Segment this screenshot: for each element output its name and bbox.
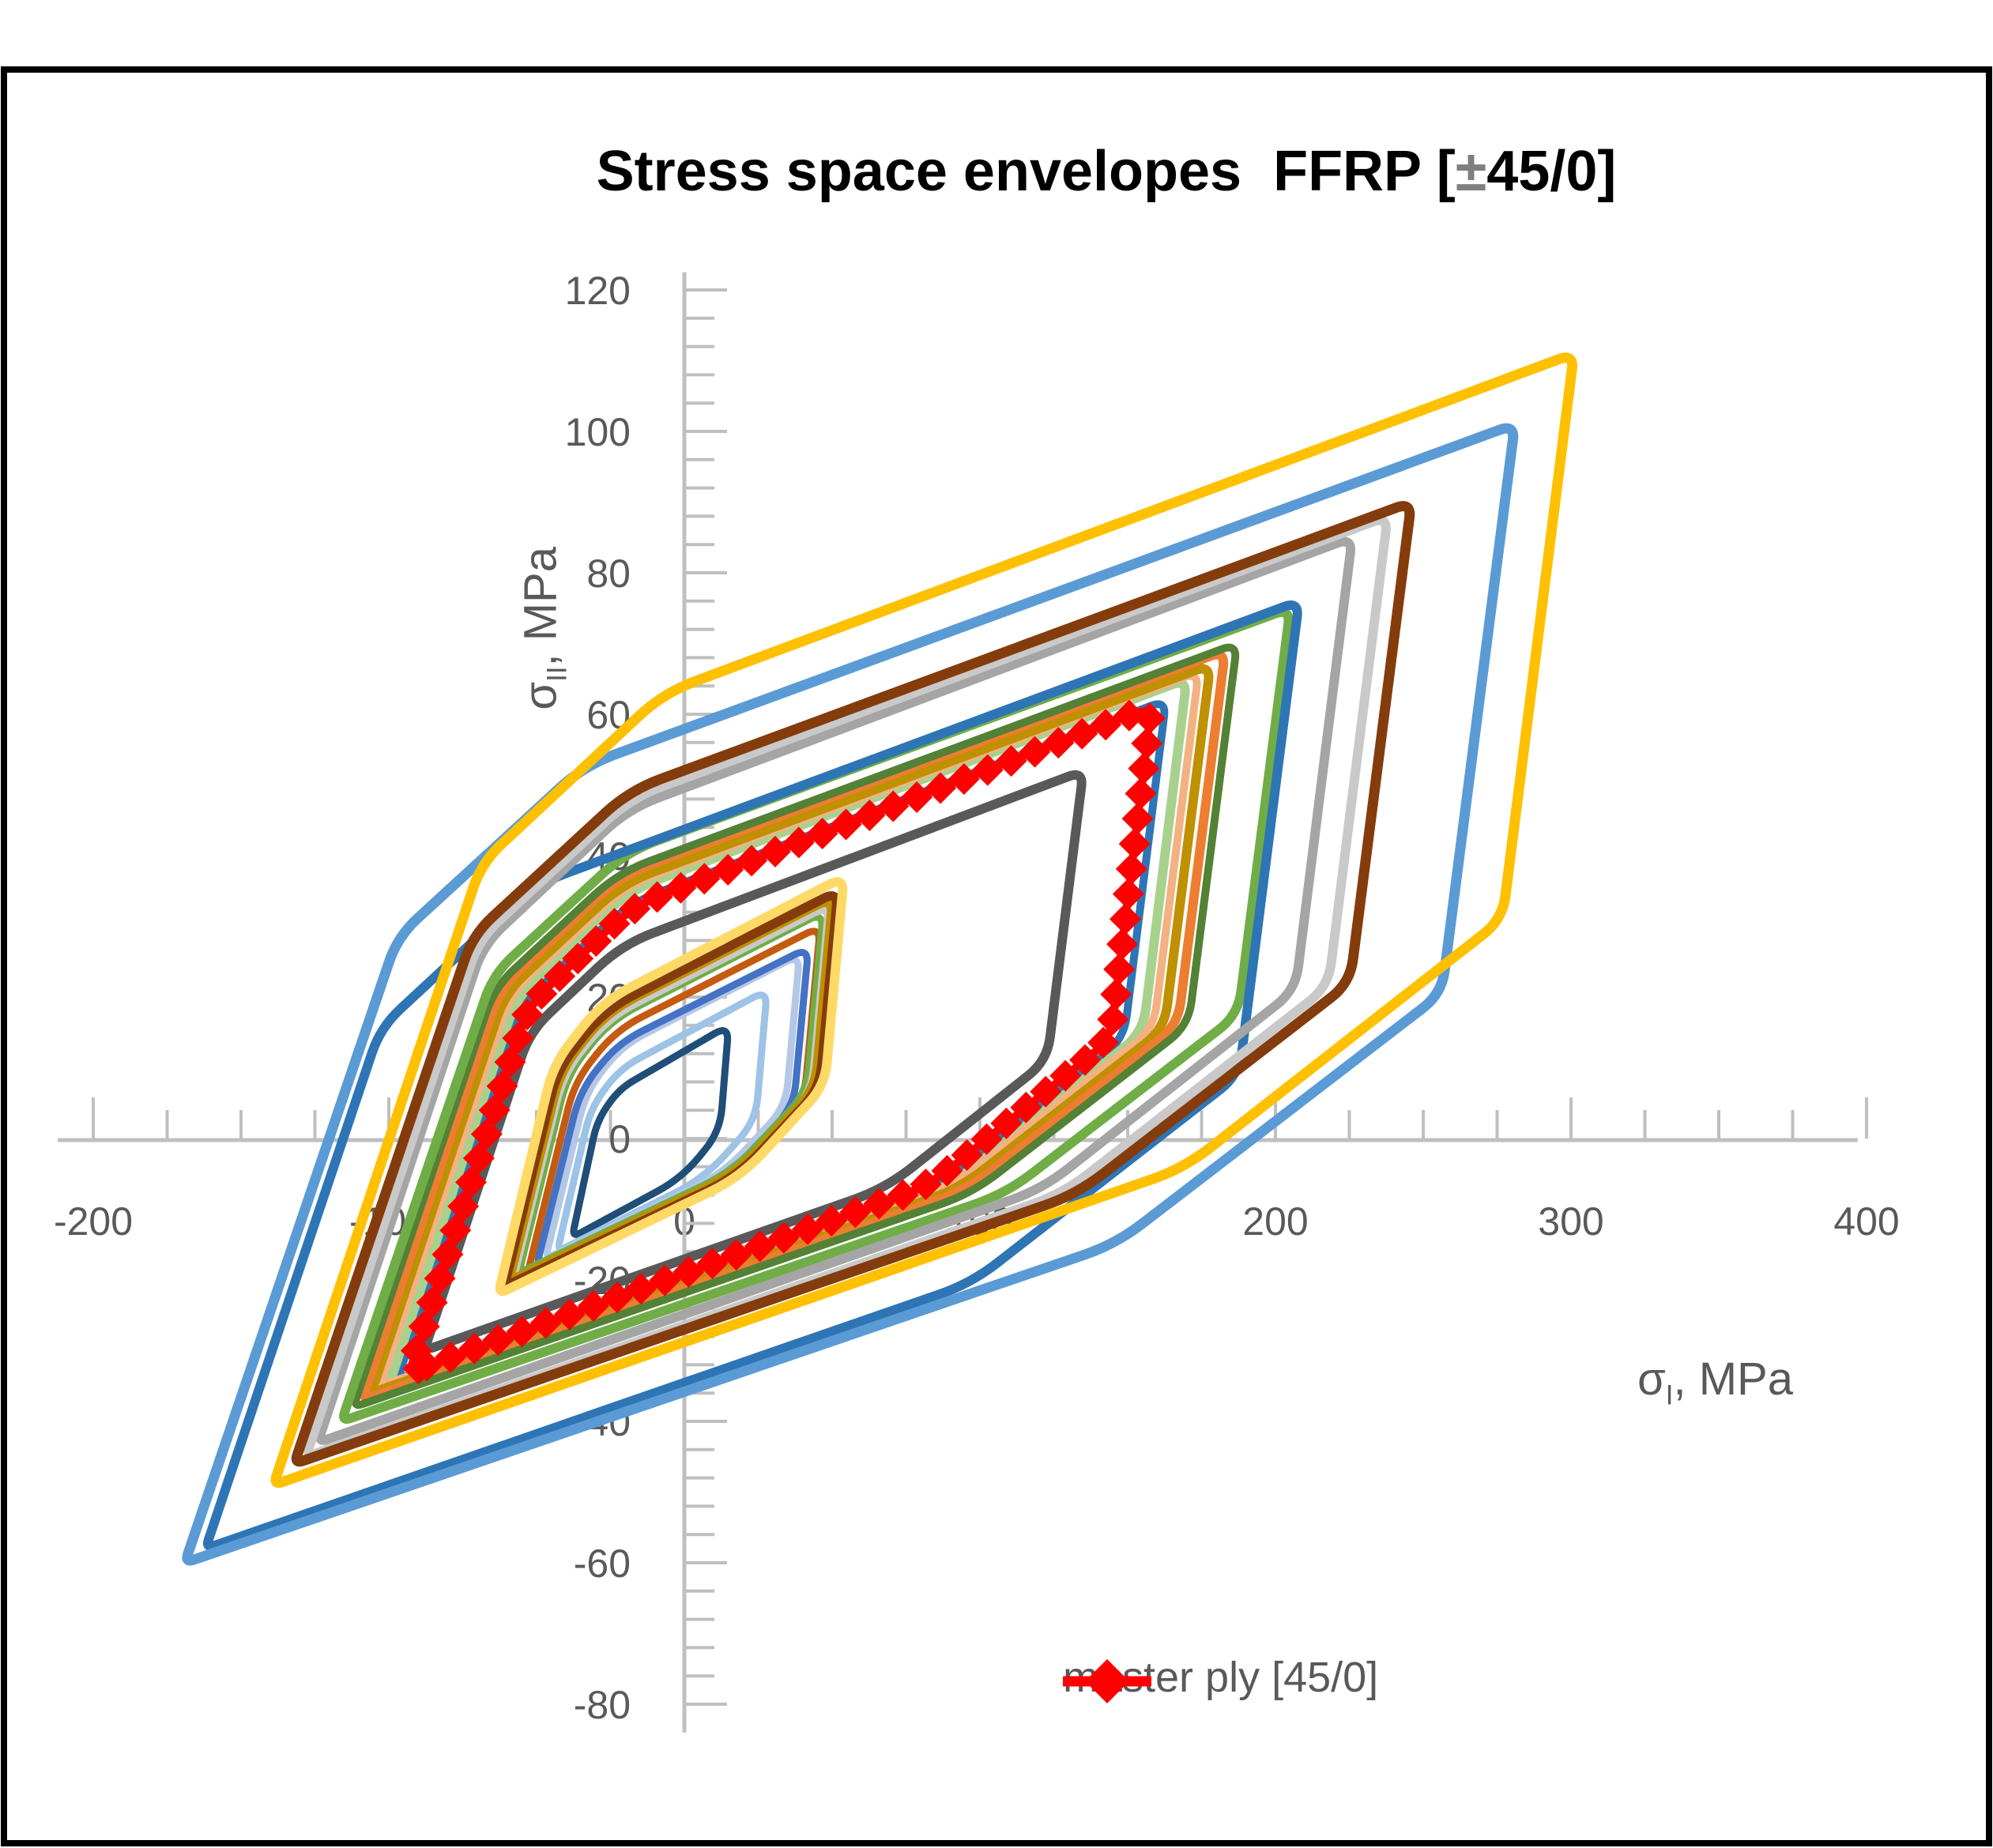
env-brown-envelope[interactable] [291,501,1415,1467]
y-tick-label: 80 [586,551,631,596]
y-tick-label: -80 [574,1683,631,1727]
x-axis-title: σI, MPa [1637,1353,1793,1411]
y-tick-label: 120 [565,269,631,313]
chart-title-text: Stress space envelopes FFRP [ [596,140,1456,203]
x-tick-label: 300 [1538,1199,1603,1244]
env-cornflower-envelope[interactable] [182,423,1519,1566]
y-tick-label: -60 [574,1541,631,1586]
legend-label: master ply [45/0] [1063,1654,1379,1701]
chart-title: Stress space envelopes FFRP [±45/0] [237,139,1976,204]
x-tick-label: -200 [54,1199,133,1244]
env-navy-sm-envelope[interactable] [570,1027,732,1238]
env-medblue-lg-envelope[interactable] [202,600,1302,1552]
chart-frame [1,66,1992,1846]
x-axis-subscript: I [1665,1379,1674,1411]
legend-marker-icon [1063,1659,1151,1703]
env-gray-envelope[interactable] [315,536,1355,1445]
legend[interactable]: master ply [45/0] [1063,1653,1379,1703]
env-ltgold-sm-envelope[interactable] [495,877,848,1297]
env-ltgray-envelope[interactable] [303,515,1391,1459]
x-tick-label: 200 [1242,1199,1308,1244]
env-dkgreen-envelope[interactable] [351,643,1240,1410]
env-sky-sm-envelope[interactable] [555,992,770,1252]
env-master-ply-markers [400,699,1166,1385]
y-tick-label: 100 [565,410,631,454]
y-axis-subscript: II [541,666,573,682]
y-tick-label: 0 [608,1117,631,1161]
x-tick-label: 400 [1833,1199,1899,1244]
chart-title-suffix: 45/0] [1486,140,1617,203]
plus-minus-symbol: ± [1455,140,1487,203]
env-gold-envelope[interactable] [270,352,1577,1489]
y-axis-title: σII, MPa [514,546,573,710]
